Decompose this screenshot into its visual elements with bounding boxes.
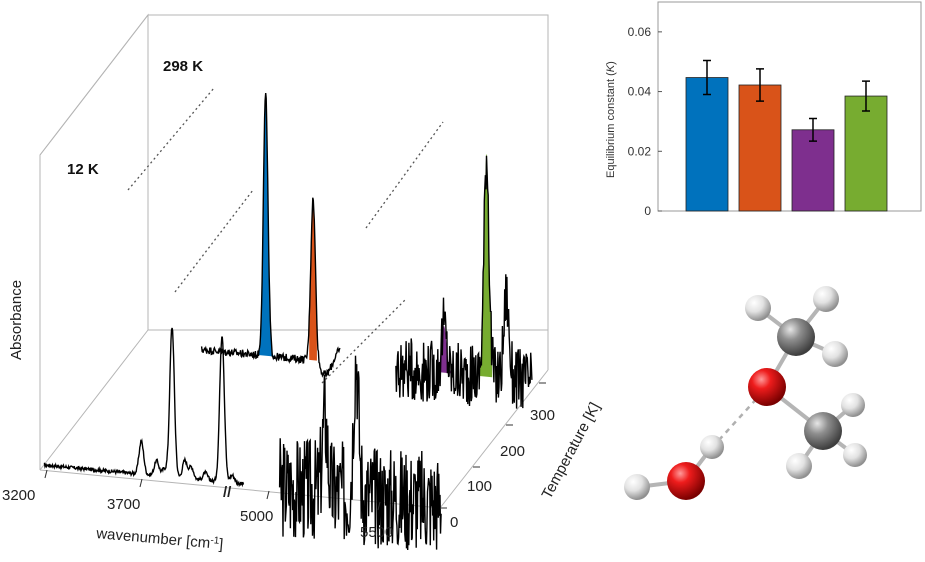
bar <box>739 85 781 211</box>
hydrogen-atom <box>786 453 812 479</box>
x-tick-label: 3200 <box>2 487 35 504</box>
temperature-tick-label: 200 <box>500 443 525 460</box>
temp-label-298k: 298 K <box>163 58 203 75</box>
hydrogen-atom <box>813 286 839 312</box>
hydrogen-atom <box>700 435 724 459</box>
peak-guide-lines <box>128 88 443 383</box>
carbon-atom <box>804 412 842 450</box>
x-tick-label: 5500 <box>360 524 393 541</box>
shaded-bands <box>237 96 492 378</box>
bar <box>792 130 834 211</box>
molecule-bonds <box>637 299 855 487</box>
hydrogen-atom <box>841 393 865 417</box>
x-axis-title: wavenumber [cm-1] <box>95 524 224 553</box>
bar-y-axis-title: Equilibrium constant (K) <box>605 61 617 178</box>
temp-label-12k: 12 K <box>67 161 99 178</box>
bar-y-tick-label: 0.06 <box>628 25 652 39</box>
axis-break-mark: // <box>223 484 232 501</box>
equilibrium-constant-bar-chart: 0 0.02 0.04 0.06 Equilibrium constant (K) <box>605 2 921 218</box>
hydrogen-atom <box>745 295 771 321</box>
spectrum-trace <box>202 93 340 376</box>
bar <box>686 78 728 211</box>
temperature-tick-label: 100 <box>467 478 492 495</box>
hydrogen-atom <box>843 443 867 467</box>
hydrogen-atom <box>822 341 848 367</box>
bar-y-tick-label: 0 <box>644 204 651 218</box>
temperature-axis <box>440 383 546 508</box>
oxygen-atom <box>667 462 705 500</box>
bar <box>845 96 887 211</box>
bar-y-tick-label: 0.04 <box>628 85 652 99</box>
spectra-traces <box>44 93 532 550</box>
x-tick-label: 3700 <box>107 496 140 513</box>
oxygen-atom <box>748 368 786 406</box>
bar-y-axis: 0 0.02 0.04 0.06 <box>628 25 662 218</box>
plot-box-frame <box>40 15 548 508</box>
hydrogen-atom <box>624 474 650 500</box>
molecule-model <box>624 286 867 500</box>
x-tick-label: 5000 <box>240 508 273 525</box>
carbon-atom <box>777 318 815 356</box>
temperature-tick-label: 0 <box>450 514 458 531</box>
hydrogen-bond <box>719 395 760 440</box>
temperature-tick-label: 300 <box>530 407 555 424</box>
y-axis-title: Absorbance <box>8 280 25 360</box>
bar-y-tick-label: 0.02 <box>628 144 652 158</box>
ir-spectra-3d-plot: 12 K 298 K 3200 3700 5000 5500 // wavenu… <box>2 15 604 553</box>
spectrum-trace <box>396 156 532 409</box>
